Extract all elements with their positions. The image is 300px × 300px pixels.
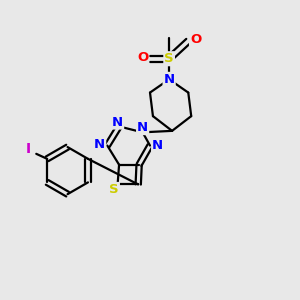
Text: S: S — [109, 183, 119, 196]
Text: N: N — [137, 121, 148, 134]
Text: N: N — [152, 139, 163, 152]
Text: N: N — [94, 139, 105, 152]
Text: S: S — [164, 52, 174, 65]
Text: I: I — [26, 142, 31, 156]
Text: N: N — [112, 116, 123, 128]
Text: N: N — [164, 73, 175, 86]
Text: O: O — [190, 33, 201, 46]
Text: O: O — [137, 51, 148, 64]
